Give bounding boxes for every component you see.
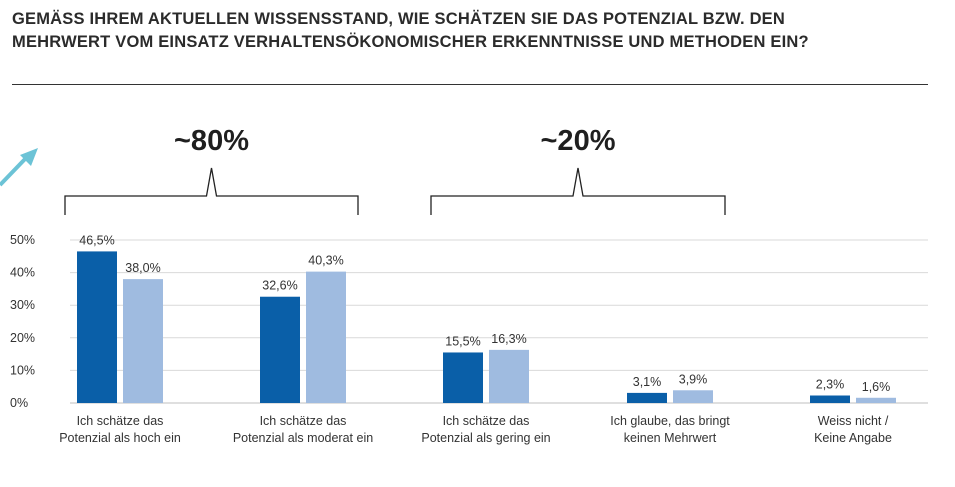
data-label: 46,5% [79,233,114,247]
y-tick-label: 10% [10,363,35,377]
data-label: 40,3% [308,254,343,268]
bar-light [673,390,713,403]
y-tick-label: 40% [10,266,35,280]
bar-dark [810,395,850,403]
title-divider [12,84,928,85]
bracket-label: ~80% [174,125,249,157]
x-category-label: Potenzial als moderat ein [233,431,373,445]
data-label: 3,1% [633,375,662,389]
y-tick-label: 20% [10,331,35,345]
bar-dark [627,392,667,403]
data-label: 32,6% [262,279,297,293]
bar-dark [77,251,117,403]
y-tick-label: 0% [10,396,28,410]
bar-light [489,349,529,403]
x-category-label: Ich schätze das [260,414,347,428]
y-tick-label: 50% [10,233,35,247]
x-category-label: keinen Mehrwert [624,431,717,445]
x-category-label: Keine Angabe [814,431,892,445]
data-label: 38,0% [125,261,160,275]
x-category-label: Weiss nicht / [818,414,889,428]
data-label: 3,9% [679,372,708,386]
title-line-1: GEMÄSS IHREM AKTUELLEN WISSENSSTAND, WIE… [12,10,786,28]
bar-dark [443,352,483,403]
x-category-label: Potenzial als gering ein [421,431,550,445]
bar-light [856,397,896,403]
x-category-label: Ich glaube, das bringt [610,414,730,428]
bracket-label: ~20% [541,125,616,157]
x-category-label: Ich schätze das [443,414,530,428]
arrow-icon [0,156,28,187]
data-label: 15,5% [445,334,480,348]
title-line-2: MEHRWERT VOM EINSATZ VERHALTENSÖKONOMISC… [12,33,809,51]
x-category-label: Ich schätze das [77,414,164,428]
data-label: 16,3% [491,332,526,346]
bar-light [306,271,346,403]
arrow-head-icon [20,148,38,166]
y-tick-label: 30% [10,298,35,312]
bracket [430,167,726,215]
bracket [64,167,359,215]
bar-dark [260,296,300,403]
data-label: 1,6% [862,380,891,394]
data-label: 2,3% [816,378,845,392]
x-category-label: Potenzial als hoch ein [59,431,181,445]
chart-title: GEMÄSS IHREM AKTUELLEN WISSENSSTAND, WIE… [12,8,942,54]
bar-light [123,279,163,403]
